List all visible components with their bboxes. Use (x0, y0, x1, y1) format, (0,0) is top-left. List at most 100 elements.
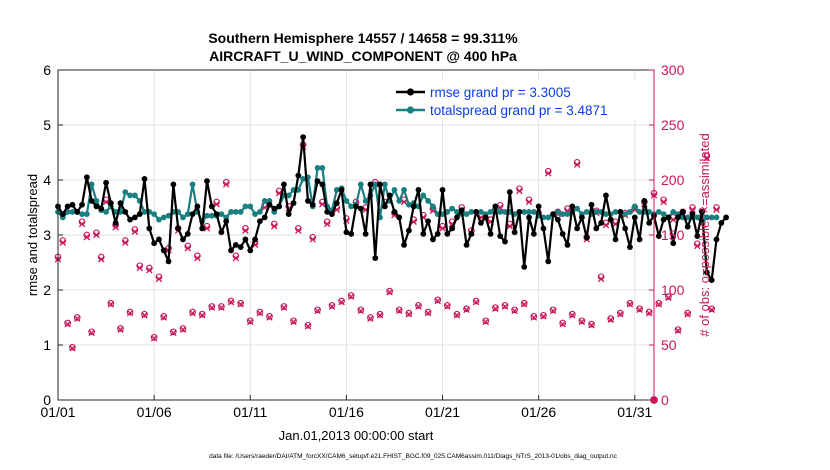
rmse-point (598, 220, 605, 226)
nobs_possible-point (511, 306, 518, 314)
nobs_assimilated-point (246, 318, 254, 326)
totalspread-point (478, 209, 484, 215)
totalspread-point (468, 209, 475, 215)
rmse-point (425, 218, 431, 225)
nobs_assimilated-cross-stroke (597, 275, 605, 283)
nobs_assimilated-cross-stroke (660, 198, 667, 206)
totalspread-point (256, 209, 263, 215)
nobs_assimilated-cross-stroke (424, 309, 432, 317)
nobs_assimilated-point (501, 303, 509, 310)
rmse-point (170, 181, 177, 188)
rmse-point (93, 203, 100, 210)
nobs_assimilated-cross-stroke (122, 239, 129, 246)
nobs_assimilated-point (184, 244, 192, 252)
nobs_assimilated-point (242, 227, 249, 234)
nobs_assimilated-point (357, 307, 365, 315)
nobs_assimilated-cross-stroke (439, 225, 446, 232)
rmse-point (670, 240, 677, 247)
nobs_assimilated-point (573, 161, 581, 168)
nobs_assimilated-cross-stroke (117, 326, 124, 333)
nobs_assimilated-cross-stroke (266, 314, 273, 321)
nobs_assimilated-cross-stroke (665, 294, 672, 301)
totalspread-point (300, 176, 307, 182)
totalspread-point (660, 211, 667, 218)
totalspread-point (612, 209, 619, 215)
totalspread-point (156, 216, 162, 223)
rmse-point (516, 209, 523, 215)
nobs_assimilated-cross-stroke (126, 309, 134, 317)
rmse-point (213, 211, 220, 218)
rmse-point (122, 209, 129, 215)
rmse-point (646, 220, 653, 226)
nobs_assimilated-point (665, 294, 672, 301)
nobs_assimilated-cross-stroke (472, 298, 480, 306)
rmse-point (160, 247, 167, 254)
nobs_possible-point (328, 302, 336, 309)
nobs_assimilated-cross-stroke (170, 329, 177, 337)
nobs_assimilated-point (645, 309, 653, 317)
nobs_possible-point (530, 313, 538, 320)
rmse-point (617, 209, 624, 215)
nobs_assimilated-cross-stroke (544, 170, 552, 177)
totalspread-point (401, 187, 407, 193)
nobs_assimilated-point (588, 321, 595, 329)
rmse-point (107, 200, 114, 207)
rmse-point (357, 205, 364, 212)
nobs_possible-point (617, 309, 624, 317)
nobs_assimilated-cross-stroke (309, 236, 317, 243)
nobs_assimilated-point (141, 312, 148, 319)
nobs_assimilated-point (395, 307, 403, 315)
rmse-point (261, 214, 268, 221)
nobs_assimilated-point (367, 315, 374, 322)
nobs_assimilated-point (578, 318, 586, 326)
legend-rmse-label: rmse grand pr = 3.3005 (430, 85, 571, 100)
rmse-point (232, 242, 239, 248)
nobs_assimilated-point (400, 198, 408, 206)
nobs_assimilated-cross-stroke (328, 303, 336, 310)
totalspread-point (521, 209, 528, 215)
totalspread-point (180, 214, 186, 221)
rmse-point (377, 181, 383, 188)
rmse-point (579, 214, 585, 221)
nobs_assimilated-cross-stroke (333, 206, 341, 213)
nobs_assimilated-point (136, 264, 143, 272)
rmse-point (98, 205, 105, 212)
totalspread-point (165, 212, 172, 219)
nobs_assimilated-point (189, 309, 196, 317)
y2-tick-label: 300 (661, 62, 685, 78)
nobs_assimilated-cross-stroke (227, 298, 235, 306)
totalspread-point (141, 209, 148, 215)
nobs_assimilated-point (463, 306, 470, 314)
rmse-point (79, 201, 85, 208)
x-axis-label: Jan.01,2013 00:00:00 start (279, 428, 434, 443)
nobs_assimilated-point (117, 326, 124, 333)
nobs_assimilated-point (271, 222, 278, 230)
y-tick-label: 3 (43, 227, 51, 243)
rmse-point (420, 231, 427, 237)
nobs_possible-point (64, 319, 71, 327)
nobs_assimilated-cross-stroke (540, 313, 547, 320)
rmse-point (454, 214, 460, 221)
rmse-point (204, 178, 210, 185)
nobs_assimilated-cross-stroke (131, 228, 139, 235)
nobs_assimilated-cross-stroke (376, 312, 384, 319)
rmse-point (136, 211, 143, 218)
nobs_assimilated-cross-stroke (645, 309, 653, 317)
totalspread-point (502, 209, 508, 215)
rmse-point (281, 181, 287, 188)
y2-tick-label: 250 (661, 117, 685, 133)
nobs_assimilated-cross-stroke (636, 306, 643, 314)
rmse-point (410, 203, 417, 210)
nobs_assimilated-cross-stroke (246, 318, 254, 326)
nobs_possible-point (415, 302, 422, 309)
nobs_assimilated-cross-stroke (415, 303, 422, 310)
totalspread-point (405, 201, 412, 208)
nobs_possible-point (290, 317, 297, 325)
nobs_assimilated-point (544, 170, 552, 177)
rmse-point (430, 236, 436, 243)
nobs_possible-point (126, 308, 134, 316)
rmse-point (175, 225, 182, 232)
nobs_possible-point (472, 297, 480, 305)
nobs_assimilated-cross-stroke (607, 316, 615, 323)
nobs_assimilated-cross-stroke (669, 216, 677, 223)
